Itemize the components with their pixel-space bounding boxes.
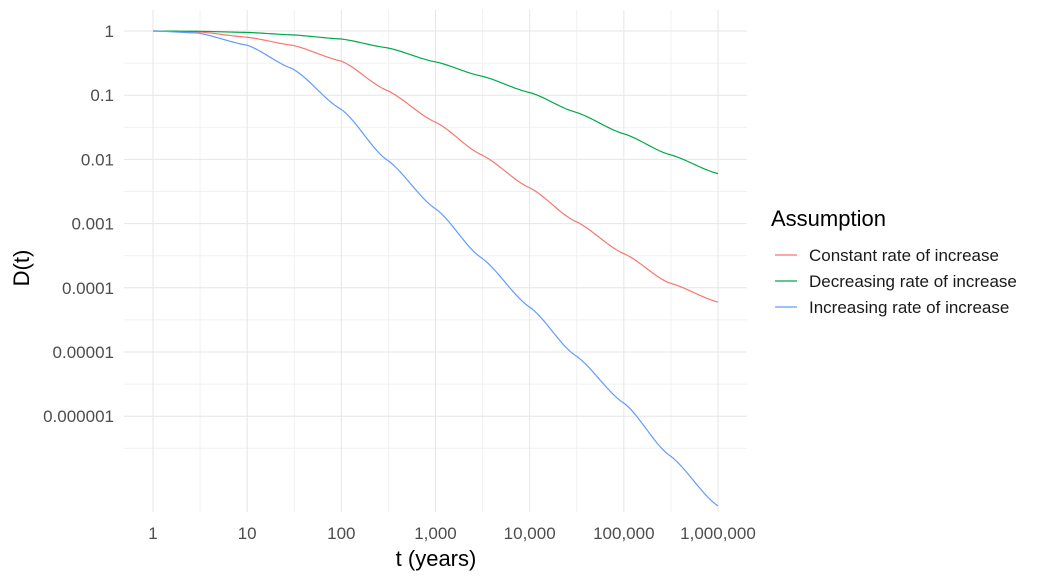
- y-tick-label: 0.00001: [53, 343, 114, 362]
- x-tick-label: 10,000: [504, 524, 556, 543]
- series-lines: [152, 30, 719, 507]
- y-tick-label: 0.0001: [62, 279, 114, 298]
- legend: Assumption Constant rate of increase Decr…: [771, 206, 1017, 317]
- y-tick-label: 0.1: [90, 86, 114, 105]
- x-tick-label: 10: [238, 524, 257, 543]
- x-tick-label: 1,000,000: [680, 524, 756, 543]
- y-tick-label: 1: [105, 22, 114, 41]
- x-axis-title: t (years): [396, 546, 477, 571]
- major-gridlines: [124, 10, 747, 512]
- y-tick-label: 0.001: [71, 215, 114, 234]
- legend-label: Constant rate of increase: [809, 246, 999, 265]
- series-line: [152, 30, 719, 507]
- y-tick-label: 0.000001: [43, 407, 114, 426]
- x-tick-label: 100,000: [593, 524, 654, 543]
- series-line: [152, 30, 719, 303]
- legend-items: Constant rate of increase Decreasing rate…: [775, 246, 1017, 317]
- series-line: [152, 30, 719, 175]
- y-axis-title: D(t): [9, 250, 34, 287]
- y-axis-tick-labels: 1 0.1 0.01 0.001 0.0001 0.00001 0.000001: [43, 22, 114, 426]
- x-tick-label: 1,000: [414, 524, 457, 543]
- legend-title: Assumption: [771, 206, 886, 231]
- x-axis-tick-labels: 1 10 100 1,000 10,000 100,000 1,000,000: [148, 524, 756, 543]
- x-tick-label: 100: [327, 524, 355, 543]
- x-tick-label: 1: [148, 524, 157, 543]
- y-tick-label: 0.01: [81, 150, 114, 169]
- legend-label: Decreasing rate of increase: [809, 272, 1017, 291]
- legend-label: Increasing rate of increase: [809, 298, 1009, 317]
